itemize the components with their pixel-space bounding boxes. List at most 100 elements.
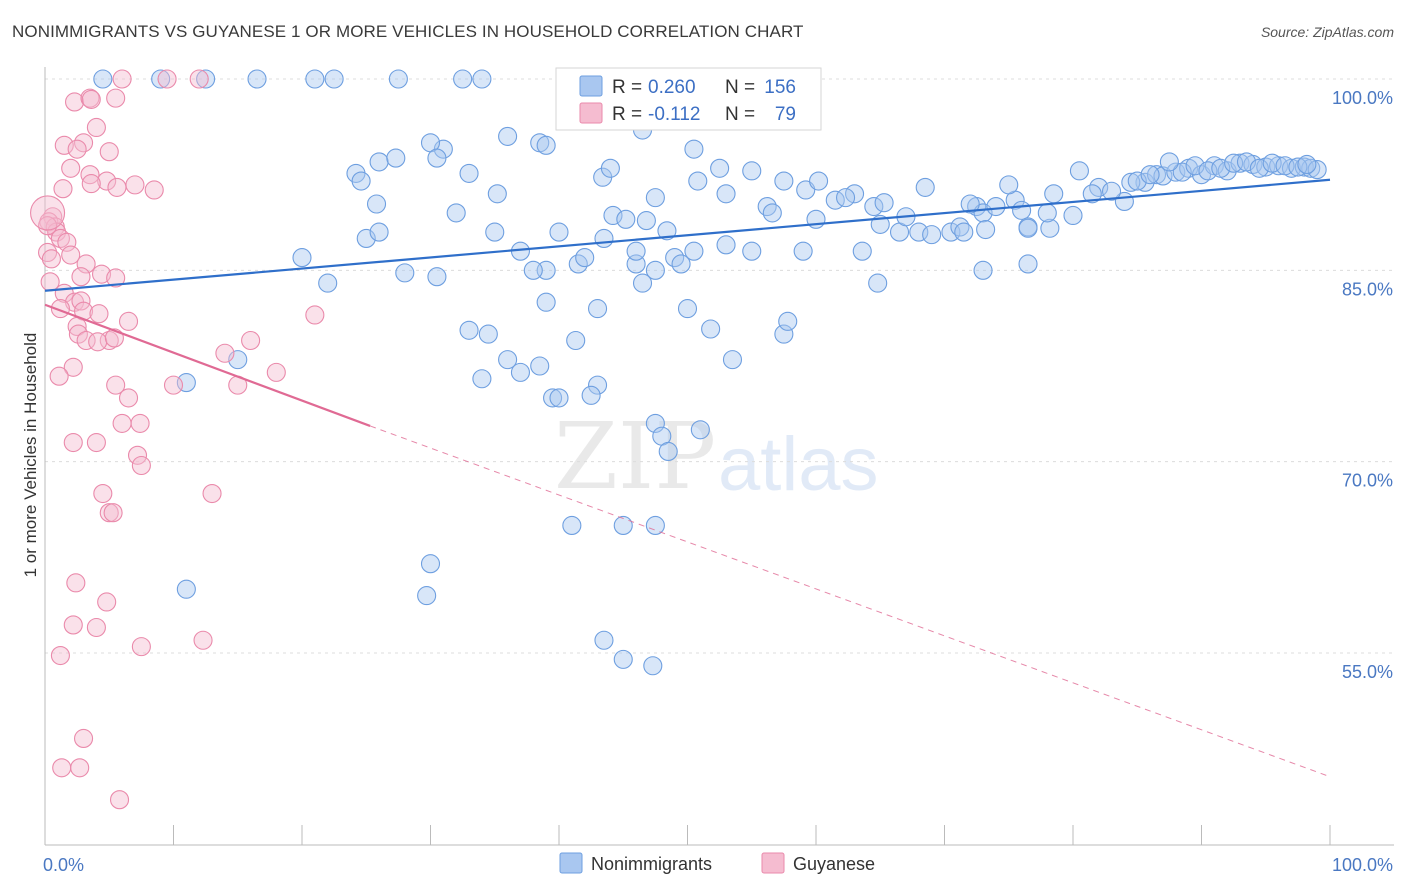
x-tick-label: 0.0%	[43, 855, 84, 875]
data-point	[487, 184, 507, 204]
data-point	[762, 203, 782, 223]
data-point	[716, 184, 736, 204]
data-point	[366, 194, 387, 214]
data-point	[1297, 154, 1317, 175]
data-point	[478, 324, 498, 344]
data-point	[710, 158, 730, 178]
guyanese-series	[30, 69, 325, 810]
data-point	[575, 248, 595, 268]
data-point	[305, 305, 325, 325]
data-point	[63, 432, 83, 453]
data-point	[498, 350, 518, 370]
data-point	[543, 388, 563, 408]
data-point	[292, 248, 312, 268]
data-point	[722, 350, 743, 370]
data-point	[112, 69, 132, 89]
data-point	[1037, 203, 1057, 223]
data-point	[986, 197, 1006, 217]
bottom-legend-swatch-guyanese	[761, 852, 785, 874]
data-point	[61, 158, 81, 178]
data-point	[107, 177, 127, 197]
watermark-zip: ZIP	[554, 403, 716, 510]
data-point	[922, 225, 942, 245]
data-point	[112, 413, 132, 433]
y-tick-labels: 100.0% 85.0% 70.0% 55.0%	[1332, 88, 1393, 682]
data-point	[61, 245, 81, 265]
data-point	[81, 89, 101, 109]
data-point	[97, 592, 117, 612]
data-point	[868, 273, 888, 293]
data-point	[63, 615, 83, 635]
data-point	[99, 142, 119, 162]
data-point	[151, 69, 171, 89]
data-point	[658, 441, 678, 462]
data-point	[125, 175, 145, 195]
data-point	[66, 573, 86, 593]
source-credit: Source: ZipAtlas.com	[1260, 24, 1394, 40]
data-point	[41, 249, 61, 269]
data-point	[68, 324, 88, 344]
data-point	[53, 179, 73, 199]
data-point	[1069, 161, 1089, 181]
data-point	[549, 388, 569, 408]
legend-n-label-1: N =	[725, 104, 755, 125]
legend-swatch-guyanese	[579, 102, 603, 124]
data-point	[562, 515, 582, 535]
series-legend: Nonimmigrants Guyanese	[559, 852, 875, 874]
data-point	[645, 188, 665, 208]
data-point	[836, 188, 856, 208]
data-point	[1018, 218, 1038, 238]
trend-line-guyanese-extension	[369, 425, 1331, 778]
data-point	[54, 135, 74, 155]
data-point	[1018, 254, 1038, 274]
data-point	[523, 260, 543, 280]
x-tick-labels: 0.0% 100.0%	[43, 855, 1393, 875]
data-point	[189, 69, 209, 89]
data-point	[973, 260, 993, 280]
data-point	[600, 158, 620, 178]
data-point	[472, 369, 492, 389]
data-point	[645, 515, 665, 535]
data-point	[485, 222, 505, 242]
y-tick-label: 85.0%	[1342, 279, 1393, 299]
data-point	[1140, 165, 1160, 185]
data-point	[626, 241, 646, 261]
data-point	[874, 193, 894, 213]
data-point	[1063, 205, 1083, 226]
data-point	[549, 222, 569, 242]
data-point	[632, 273, 653, 293]
data-point	[778, 311, 798, 331]
trend-line-nonimmigrants	[44, 178, 1331, 292]
data-point	[716, 235, 736, 255]
data-point	[65, 92, 85, 112]
data-point	[52, 758, 72, 778]
data-point	[677, 299, 698, 319]
data-point	[774, 171, 794, 191]
data-point	[594, 228, 614, 248]
legend-r-label-0: R =	[612, 77, 642, 98]
data-point	[417, 586, 437, 606]
data-point	[864, 197, 884, 217]
data-point	[498, 126, 518, 146]
legend-n-label-0: N =	[725, 77, 755, 98]
data-point	[106, 375, 126, 395]
data-point	[603, 205, 623, 226]
data-point	[266, 362, 286, 382]
data-point	[536, 292, 556, 312]
data-point	[581, 385, 601, 405]
data-point	[91, 264, 112, 284]
axes	[44, 67, 1394, 846]
bottom-legend-swatch-nonimmigrants	[559, 852, 583, 874]
nonimmigrants-series	[93, 69, 1327, 676]
data-point-large	[30, 195, 66, 231]
data-point	[1102, 181, 1122, 201]
bottom-legend-label-guyanese: Guyanese	[793, 854, 875, 874]
data-point	[89, 304, 109, 324]
watermark-atlas: atlas	[718, 422, 879, 507]
data-point	[1121, 172, 1141, 192]
data-point	[76, 254, 96, 274]
data-point	[67, 139, 87, 159]
data-point	[742, 161, 762, 181]
data-point	[86, 617, 106, 638]
